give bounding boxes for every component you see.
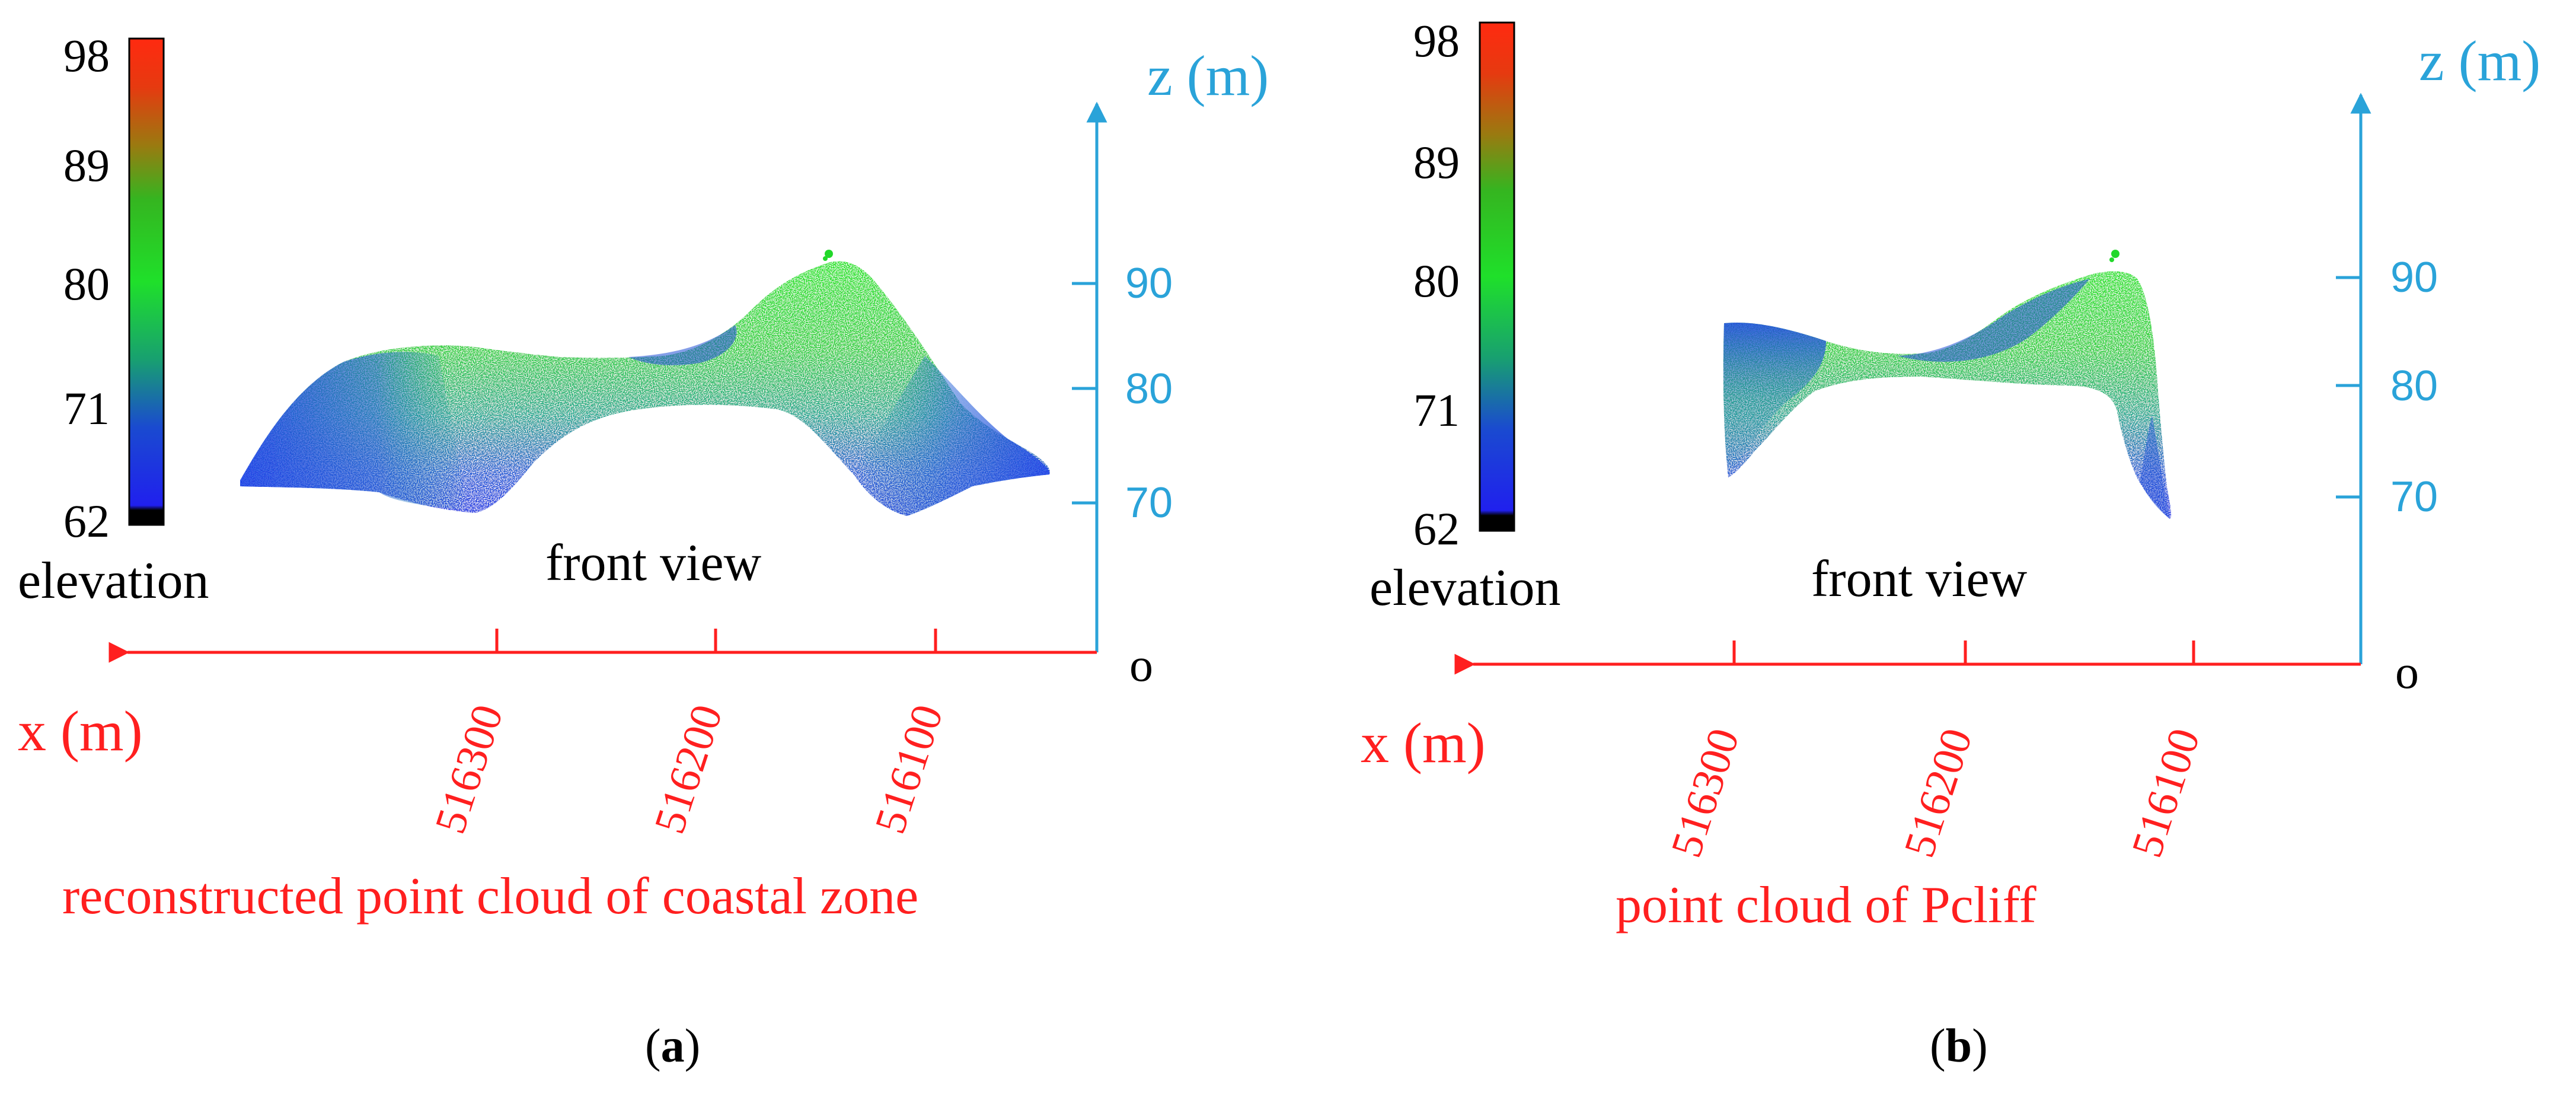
z-tick-90: 90: [1125, 260, 1173, 307]
colorbar-label: elevation: [18, 552, 209, 610]
z-tick-70: 70: [2390, 473, 2438, 521]
colorbar-tick-62: 62: [63, 495, 110, 547]
colorbar-tick-80: 80: [63, 258, 110, 310]
colorbar-gradient: [1479, 21, 1515, 532]
view-label-b: front view: [1811, 550, 2028, 608]
point-cloud-b: [1723, 250, 2172, 519]
x-tick-516100: 516100: [866, 699, 953, 839]
x-axis-title: x (m): [1361, 711, 1486, 775]
panel-b: 98 89 80 71 62 elevation front view z (m…: [1361, 15, 2540, 1072]
colorbar-a: 98 89 80 71 62 elevation: [18, 30, 209, 610]
colorbar-tick-89: 89: [1413, 136, 1460, 188]
x-tick-516300: 516300: [426, 699, 513, 839]
x-axis-title: x (m): [18, 699, 143, 763]
x-tick-516200: 516200: [645, 699, 732, 839]
colorbar-gradient: [128, 37, 165, 526]
z-tick-80: 80: [2390, 362, 2438, 410]
colorbar-tick-71: 71: [63, 383, 110, 434]
panel-a: 98 89 80 71 62 elevation front view z (m…: [18, 30, 1269, 1072]
origin-label-b: o: [2395, 646, 2419, 699]
x-axis-b: x (m) 516300 516200 516100: [1361, 640, 2361, 863]
panel-label-a: (a): [645, 1020, 700, 1072]
colorbar-tick-98: 98: [1413, 15, 1460, 66]
colorbar-tick-89: 89: [63, 139, 110, 191]
origin-label-a: o: [1129, 639, 1153, 692]
colorbar-tick-98: 98: [63, 30, 110, 81]
view-label-a: front view: [545, 534, 762, 592]
caption-a: reconstructed point cloud of coastal zon…: [62, 868, 918, 925]
z-tick-90: 90: [2390, 254, 2438, 301]
x-tick-516300: 516300: [1662, 723, 1749, 863]
z-tick-80: 80: [1125, 365, 1173, 413]
z-axis-title: z (m): [2419, 29, 2540, 93]
z-axis-b: z (m) 90 80 70: [2336, 29, 2540, 664]
z-axis-a: z (m) 90 80 70: [1072, 44, 1269, 652]
colorbar-tick-62: 62: [1413, 503, 1460, 555]
colorbar-tick-71: 71: [1413, 384, 1460, 436]
x-tick-516100: 516100: [2122, 723, 2210, 863]
caption-b: point cloud of Pcliff: [1616, 877, 2036, 934]
point-cloud-a: [240, 250, 1050, 516]
colorbar-label: elevation: [1370, 559, 1561, 617]
panel-label-b: (b): [1930, 1020, 1988, 1072]
x-tick-516200: 516200: [1895, 723, 1982, 863]
z-tick-70: 70: [1125, 479, 1173, 527]
z-axis-title: z (m): [1147, 44, 1269, 107]
colorbar-tick-80: 80: [1413, 255, 1460, 307]
colorbar-b: 98 89 80 71 62 elevation: [1370, 15, 1561, 617]
x-axis-a: x (m) 516300 516200 516100: [18, 629, 1097, 839]
